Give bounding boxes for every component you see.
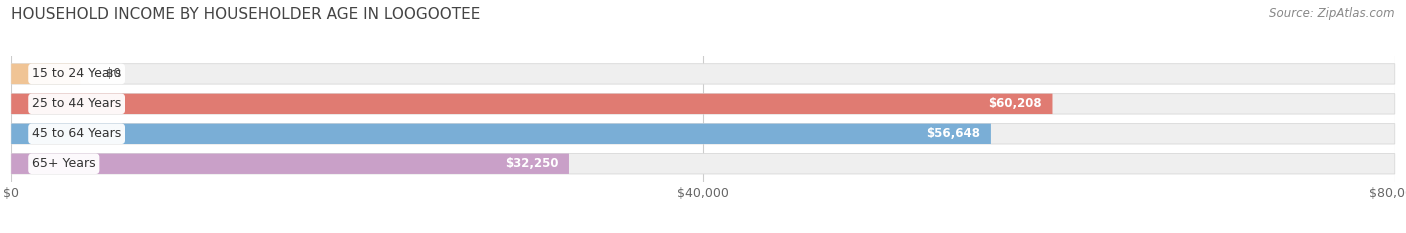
FancyBboxPatch shape — [11, 154, 1395, 174]
Text: Source: ZipAtlas.com: Source: ZipAtlas.com — [1270, 7, 1395, 20]
FancyBboxPatch shape — [11, 64, 80, 84]
FancyBboxPatch shape — [11, 124, 991, 144]
FancyBboxPatch shape — [11, 64, 1395, 84]
Text: 45 to 64 Years: 45 to 64 Years — [32, 127, 121, 140]
Text: $60,208: $60,208 — [988, 97, 1042, 110]
Text: 65+ Years: 65+ Years — [32, 157, 96, 170]
Text: 25 to 44 Years: 25 to 44 Years — [32, 97, 121, 110]
Text: $0: $0 — [107, 67, 121, 80]
FancyBboxPatch shape — [11, 94, 1395, 114]
Text: $56,648: $56,648 — [927, 127, 980, 140]
Text: $32,250: $32,250 — [505, 157, 558, 170]
FancyBboxPatch shape — [11, 124, 1395, 144]
FancyBboxPatch shape — [11, 94, 1053, 114]
Text: 15 to 24 Years: 15 to 24 Years — [32, 67, 121, 80]
FancyBboxPatch shape — [11, 154, 569, 174]
Text: HOUSEHOLD INCOME BY HOUSEHOLDER AGE IN LOOGOOTEE: HOUSEHOLD INCOME BY HOUSEHOLDER AGE IN L… — [11, 7, 481, 22]
